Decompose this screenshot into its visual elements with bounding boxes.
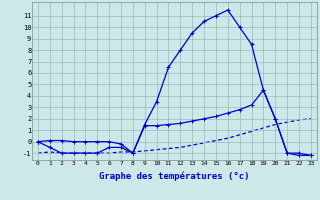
X-axis label: Graphe des températures (°c): Graphe des températures (°c): [99, 171, 250, 181]
